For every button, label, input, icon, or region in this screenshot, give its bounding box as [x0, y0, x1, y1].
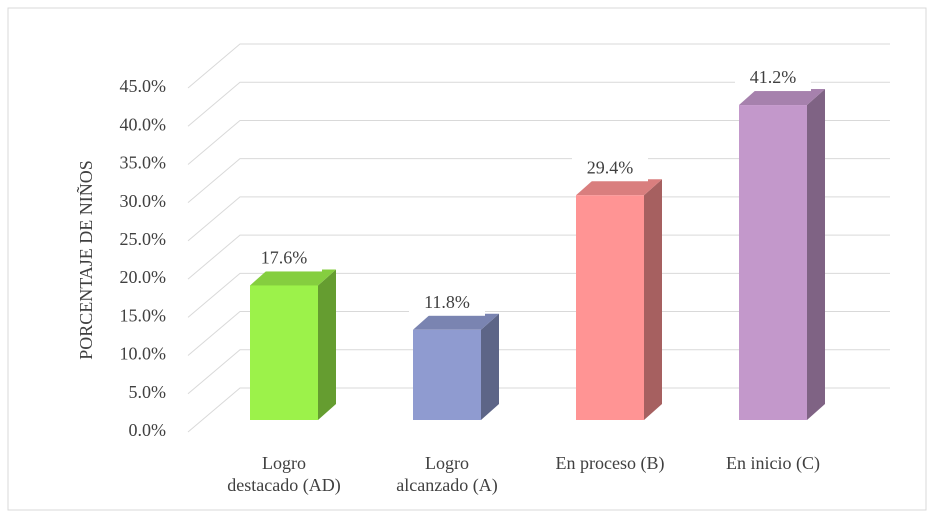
bar-top	[413, 313, 499, 330]
bar	[413, 329, 481, 420]
y-axis-title: PORCENTAJE DE NIÑOS	[75, 160, 96, 360]
y-tick-label: 30.0%	[120, 191, 167, 211]
y-tick-label: 10.0%	[120, 344, 167, 364]
bar-top	[576, 179, 662, 196]
grid-line	[187, 196, 890, 242]
bar	[250, 285, 318, 420]
grid-line	[187, 234, 890, 280]
value-label-bg	[735, 65, 811, 92]
bar-side	[644, 179, 662, 420]
value-label: 29.4%	[587, 157, 634, 177]
y-tick-label: 15.0%	[120, 305, 167, 325]
bar-top	[739, 89, 825, 106]
y-tick-label: 45.0%	[120, 76, 167, 96]
grid-line	[187, 81, 890, 127]
x-tick-label: Logro destacado (AD)	[227, 453, 341, 495]
y-tick-label: 0.0%	[129, 420, 167, 440]
bar-top	[250, 269, 336, 286]
grid-line	[187, 43, 890, 89]
value-label: 11.8%	[424, 292, 470, 312]
y-tick-label: 40.0%	[120, 114, 167, 134]
y-tick-label: 25.0%	[120, 229, 167, 249]
value-label-bg	[572, 155, 648, 182]
grid-line	[187, 272, 890, 318]
bar	[739, 105, 807, 420]
value-label-bg	[409, 289, 485, 316]
y-tick-label: 35.0%	[120, 153, 167, 173]
grid-line	[187, 387, 890, 433]
chart-frame	[7, 7, 927, 511]
bar	[576, 195, 644, 420]
x-tick-label: En proceso (B)	[555, 453, 665, 473]
grid-line	[187, 158, 890, 204]
grid-line	[187, 119, 890, 165]
x-tick-label: En inicio (C)	[726, 453, 820, 473]
bar-side	[807, 89, 825, 420]
y-tick-label: 5.0%	[129, 382, 167, 402]
bar-side	[318, 269, 336, 420]
value-label: 17.6%	[261, 248, 308, 268]
bar-side	[481, 313, 499, 420]
x-tick-label: Logro alcanzado (A)	[396, 453, 498, 495]
grid-line	[187, 311, 890, 356]
value-label: 41.2%	[750, 67, 797, 87]
value-label-bg	[246, 245, 322, 272]
y-tick-label: 20.0%	[120, 267, 167, 287]
grid-line	[187, 349, 890, 395]
